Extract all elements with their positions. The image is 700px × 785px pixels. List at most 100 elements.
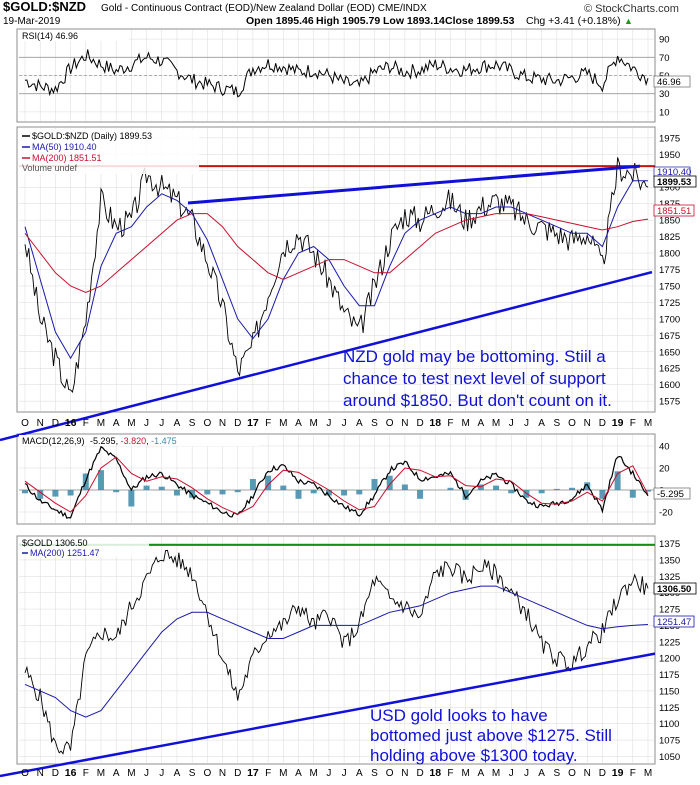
x-tick-label: 19: [612, 767, 624, 779]
close-value: Close 1899.53: [445, 15, 515, 27]
x-tick-label: M: [492, 418, 500, 429]
usd-tick-label: 1200: [659, 654, 680, 665]
usd-tick-label: 1325: [659, 572, 680, 583]
x-tick-label: A: [356, 418, 363, 429]
usd-tick-label: 1150: [659, 686, 679, 697]
macd-histogram-bar: [265, 475, 272, 490]
usd-tick-label: 1225: [659, 637, 680, 648]
x-tick-label: O: [203, 768, 211, 779]
x-tick-label: 16: [65, 767, 77, 779]
macd-histogram-bar: [462, 490, 469, 500]
nzd-legend-ma200: MA(200) 1851.51: [32, 153, 102, 163]
rsi-tick-label: 30: [659, 89, 670, 100]
macd-y-axis: 40200-20: [659, 442, 673, 519]
macd-histogram-bar: [189, 490, 196, 498]
x-tick-label: F: [83, 418, 89, 429]
usd-y-axis: 1375135013251300127512501225120011751150…: [659, 539, 680, 763]
x-tick-label: F: [83, 768, 89, 779]
x-tick-label: M: [310, 418, 318, 429]
x-tick-label: F: [630, 418, 636, 429]
symbol-description: Gold - Continuous Contract (EOD)/New Zea…: [101, 3, 427, 14]
macd-legend-v1: -5.295: [90, 436, 116, 446]
x-tick-label: M: [310, 768, 318, 779]
x-tick-label: M: [97, 418, 105, 429]
macd-histogram-bar: [295, 490, 302, 499]
ma50-value-label: 1910.40: [657, 167, 691, 178]
macd-legend-v3: -1.475: [151, 436, 177, 446]
nzd-tick-label: 1575: [659, 397, 680, 408]
x-tick-label: M: [461, 768, 469, 779]
x-tick-label: A: [295, 418, 302, 429]
macd-histogram-bar: [341, 490, 348, 496]
x-tick-label: N: [219, 418, 226, 429]
macd-histogram-bar: [401, 484, 408, 490]
macd-histogram-bar: [569, 487, 576, 490]
macd-histogram-bar: [325, 490, 332, 496]
rsi-tick-label: 10: [659, 107, 670, 118]
macd-histogram-bar: [614, 471, 621, 490]
x-tick-label: F: [447, 768, 453, 779]
x-tick-label: J: [159, 418, 164, 429]
x-tick-label: J: [144, 418, 149, 429]
x-tick-label: N: [401, 418, 408, 429]
x-tick-label: A: [478, 768, 485, 779]
x-tick-label: S: [189, 768, 196, 779]
nzd-annotation-line-1: NZD gold may be bottoming. Stiil a: [343, 347, 606, 366]
usd-annotation-line-1: USD gold looks to have: [370, 706, 548, 725]
x-tick-label: A: [174, 418, 181, 429]
nzd-panel: $GOLD:$NZD (Daily) 1899.53 MA(50) 1910.4…: [19, 129, 697, 410]
macd-histogram-bar: [508, 490, 515, 494]
x-tick-label: 19: [612, 417, 624, 429]
usd-close-box: [653, 582, 697, 595]
macd-histogram-bar: [113, 490, 120, 493]
nzd-legend-bg: [19, 129, 199, 174]
usd-annotation-line-3: holding above $1300 today.: [370, 746, 578, 765]
ma200-value-box: [653, 204, 695, 217]
x-tick-label: O: [568, 418, 576, 429]
macd-histogram-bar: [386, 475, 393, 490]
x-tick-label: F: [265, 418, 271, 429]
macd-histogram-bar: [371, 479, 378, 490]
usd-tick-label: 1075: [659, 736, 680, 747]
nzd-support-trendline: [0, 270, 653, 442]
x-tick-label: O: [386, 768, 394, 779]
macd-legend-v2: -3.820: [121, 436, 147, 446]
macd-histogram-bar: [173, 490, 180, 496]
nzd-tick-label: 1600: [659, 380, 680, 391]
macd-histogram-bar: [584, 482, 591, 490]
x-tick-label: F: [447, 418, 453, 429]
x-tick-label: J: [509, 768, 514, 779]
nzd-price-line: [24, 157, 649, 393]
nzd-legend-volume: Volume undef: [22, 163, 78, 173]
usd-panel-frame: [16, 535, 656, 765]
macd-panel-frame: [16, 433, 656, 525]
nzd-tick-label: 1975: [659, 133, 680, 144]
x-tick-label: A: [295, 768, 302, 779]
nzd-ma200-line: [24, 213, 649, 294]
x-tick-label: J: [524, 768, 529, 779]
x-tick-label: O: [386, 418, 394, 429]
macd-histogram-bar: [158, 486, 165, 490]
macd-tick-label: 40: [659, 442, 670, 453]
usd-annotation-line-2: bottomed just above $1275. Still: [370, 726, 612, 745]
rsi-legend-bg: [19, 30, 129, 41]
usd-panel: $GOLD 1306.50 MA(200) 1251.47 1375 1350 13…: [19, 537, 697, 765]
macd-tick-label: -20: [659, 508, 673, 519]
macd-line: [24, 445, 649, 519]
x-tick-label: M: [97, 768, 105, 779]
macd-histogram-bar: [249, 479, 256, 490]
x-tick-label: A: [174, 768, 181, 779]
x-tick-label: M: [279, 768, 287, 779]
macd-legend-name: MACD(12,26,9): [22, 436, 85, 446]
x-tick-label: J: [326, 418, 331, 429]
x-tick-label: J: [509, 418, 514, 429]
x-tick-label: A: [538, 418, 545, 429]
x-tick-label: A: [478, 418, 485, 429]
x-tick-label: 17: [247, 417, 259, 429]
rsi-tick-label: 90: [659, 35, 670, 46]
usd-tick-label: 1100: [659, 719, 679, 730]
rsi-value-box: [653, 75, 691, 88]
macd-tick-label: 20: [659, 464, 670, 475]
